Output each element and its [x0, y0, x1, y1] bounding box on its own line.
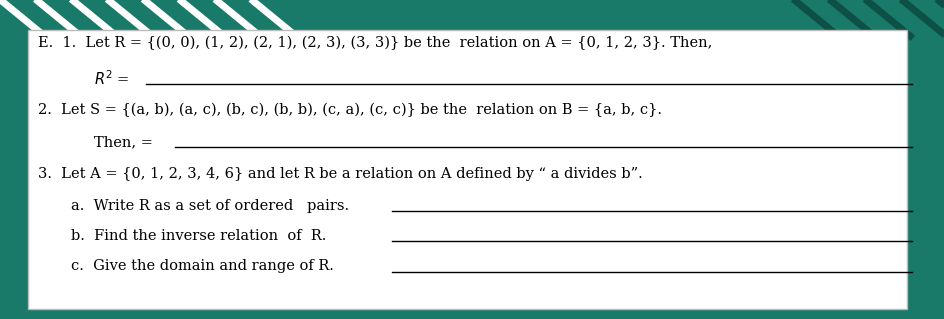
- Text: b.  Find the inverse relation  of  R.: b. Find the inverse relation of R.: [71, 229, 326, 243]
- FancyBboxPatch shape: [28, 30, 906, 309]
- Text: 3.  Let A = {0, 1, 2, 3, 4, 6} and let R be a relation on A defined by “ a divid: 3. Let A = {0, 1, 2, 3, 4, 6} and let R …: [38, 167, 642, 181]
- Text: E.  1.  Let R = {(0, 0), (1, 2), (2, 1), (2, 3), (3, 3)} be the  relation on A =: E. 1. Let R = {(0, 0), (1, 2), (2, 1), (…: [38, 36, 712, 50]
- Text: Then, =: Then, =: [94, 135, 153, 149]
- Text: $R^2$ =: $R^2$ =: [94, 69, 130, 87]
- Text: c.  Give the domain and range of R.: c. Give the domain and range of R.: [71, 259, 333, 273]
- Text: a.  Write R as a set of ordered   pairs.: a. Write R as a set of ordered pairs.: [71, 199, 348, 213]
- Text: 2.  Let S = {(a, b), (a, c), (b, c), (b, b), (c, a), (c, c)} be the  relation on: 2. Let S = {(a, b), (a, c), (b, c), (b, …: [38, 103, 661, 117]
